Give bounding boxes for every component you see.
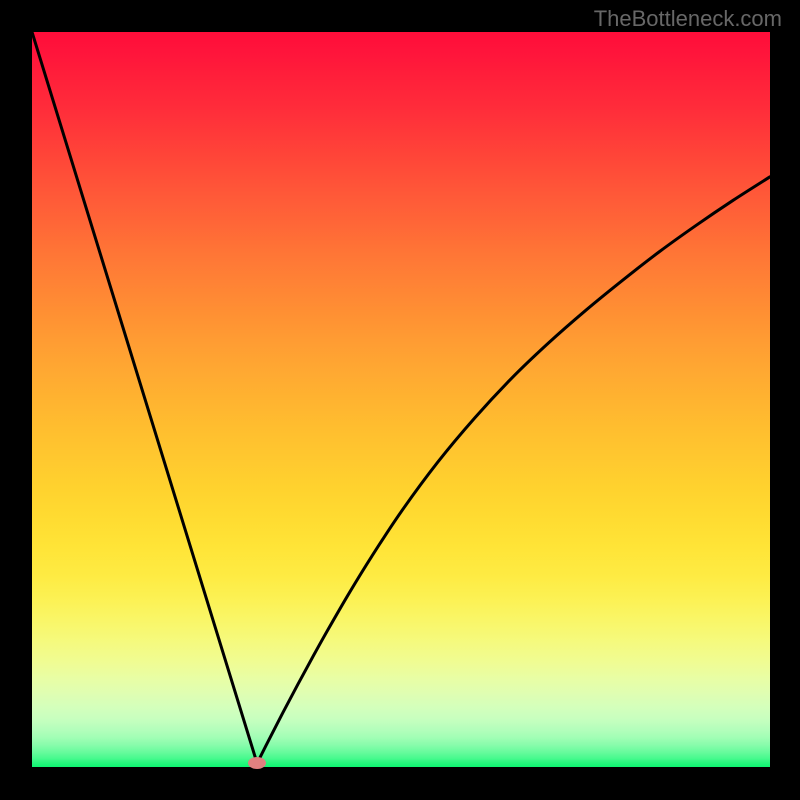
plot-area [32,32,770,767]
minimum-marker [248,757,266,769]
watermark-text: TheBottleneck.com [594,6,782,32]
chart-container: TheBottleneck.com [0,0,800,800]
bottleneck-curve [32,32,770,767]
